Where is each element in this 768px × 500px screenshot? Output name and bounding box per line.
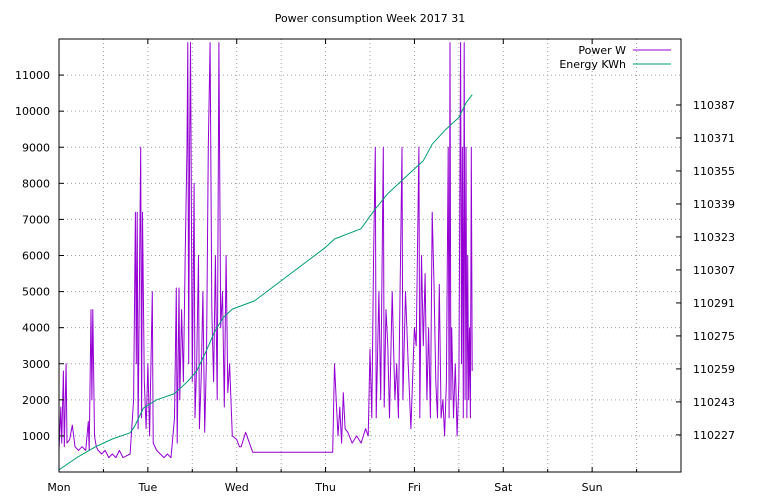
y-right-tick-label: 110275: [693, 330, 735, 343]
x-tick-label: Mon: [47, 481, 70, 494]
y-right-tick-label: 110291: [693, 297, 735, 310]
y-right-tick-label: 110371: [693, 132, 735, 145]
y-left-tick-label: 5000: [22, 286, 50, 299]
y-left-tick-label: 1000: [22, 430, 50, 443]
y-right-tick-label: 110243: [693, 396, 735, 409]
chart-title: Power consumption Week 2017 31: [275, 12, 466, 25]
y-right-tick-label: 110339: [693, 198, 735, 211]
y-right-tick-label: 110227: [693, 429, 735, 442]
x-tick-label: Tue: [137, 481, 157, 494]
x-tick-label: Sun: [582, 481, 603, 494]
axes: Mon Tue Wed Thu Fri Sat Sun 1000 2000 3000 4000 500…: [15, 39, 735, 494]
y-right-tick-label: 110307: [693, 264, 735, 277]
legend-label-power: Power W: [578, 44, 626, 57]
legend: Power W Energy KWh: [559, 44, 671, 71]
y-right-tick-label: 110323: [693, 231, 735, 244]
series-lines: [59, 42, 473, 471]
gridlines: [59, 39, 681, 472]
y-left-tick-label: 10000: [15, 105, 50, 118]
y-right-tick-label: 110387: [693, 99, 735, 112]
x-tick-label: Fri: [408, 481, 421, 494]
x-tick-label: Wed: [225, 481, 249, 494]
y-left-tick-label: 3000: [22, 358, 50, 371]
y-left-tick-label: 7000: [22, 213, 50, 226]
y-left-tick-label: 6000: [22, 250, 50, 263]
y-left-tick-label: 9000: [22, 141, 50, 154]
y-left-tick-label: 4000: [22, 322, 50, 335]
series-line-power: [59, 42, 473, 459]
y-left-tick-label: 11000: [15, 69, 50, 82]
legend-label-energy: Energy KWh: [559, 58, 626, 71]
y-left-tick-label: 8000: [22, 177, 50, 190]
y-right-tick-label: 110259: [693, 363, 735, 376]
x-tick-label: Sat: [494, 481, 513, 494]
y-left-tick-label: 2000: [22, 394, 50, 407]
y-right-tick-label: 110355: [693, 165, 735, 178]
x-tick-label: Thu: [314, 481, 336, 494]
series-line-energy: [59, 94, 473, 471]
